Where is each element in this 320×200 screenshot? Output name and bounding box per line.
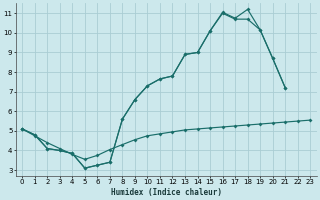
X-axis label: Humidex (Indice chaleur): Humidex (Indice chaleur) [111, 188, 222, 197]
